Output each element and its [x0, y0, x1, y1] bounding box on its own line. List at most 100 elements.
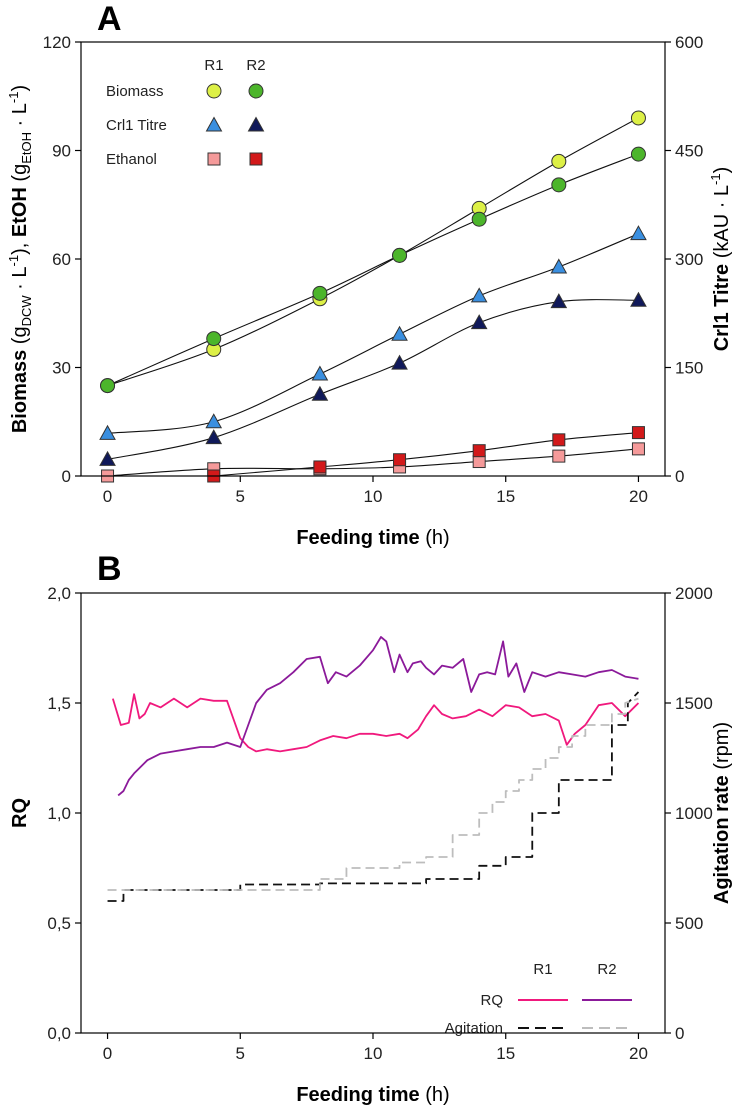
crl1-titre-r1-point	[99, 424, 116, 440]
axis-label-part: (rpm)	[711, 722, 733, 775]
x-tick-label: 10	[364, 487, 383, 506]
x-tick-label: 15	[496, 1044, 515, 1063]
axis-label-part: · L	[9, 103, 31, 132]
axis-label-part: (h)	[425, 527, 449, 549]
axis-label-part: (kAU · L	[711, 185, 733, 264]
legend-label: RQ	[481, 992, 504, 1009]
panel-a-left-axis-label: Biomass (gDCW · L-1), EtOH (gEtOH · L-1)	[6, 85, 34, 433]
biomass-r2-point	[551, 177, 567, 193]
x-tick-label: 0	[103, 487, 112, 506]
panel-a-frame	[80, 41, 666, 477]
x-tick-label: 15	[496, 487, 515, 506]
y-left-tick-label: 0,0	[47, 1024, 71, 1043]
panel-b-letter: B	[97, 550, 122, 588]
panel-a-series	[99, 110, 647, 483]
x-tick-label: 5	[236, 487, 245, 506]
crl1-titre-r2-point	[470, 314, 488, 330]
ethanol-r2-point	[552, 433, 566, 447]
panel-b: B 0 5 10 15 20 0,0 0,5 1,0 1,5 2,0 0 500 1000 1500 200…	[9, 550, 733, 1106]
y-left-tick-label: 60	[52, 250, 71, 269]
panel-b-x-axis-label: Feeding time (h)	[296, 1084, 449, 1106]
legend-header-r2: R2	[246, 57, 265, 74]
y-left-tick-label: 30	[52, 359, 71, 378]
agitation-r1-line	[107, 691, 640, 902]
x-tick-label: 0	[103, 1044, 112, 1063]
axis-label-part: ),	[9, 237, 31, 255]
ethanol-r1-point	[472, 455, 486, 469]
crl1-titre-r1-point	[205, 413, 223, 429]
legend-label: Ethanol	[106, 151, 157, 168]
panel-a-right-axis-label: Crl1 Titre (kAU · L-1)	[708, 167, 733, 352]
legend-biomass-r2-marker	[248, 83, 264, 99]
panel-a-x-axis-label: Feeding time (h)	[296, 527, 449, 549]
y-right-tick-label: 150	[675, 359, 703, 378]
crl1-titre-r2-point	[99, 450, 116, 466]
axis-label-part: Biomass	[9, 350, 31, 433]
y-right-tick-label: 2000	[675, 584, 713, 603]
legend-label: Biomass	[106, 83, 164, 100]
axis-label-part: (g	[9, 326, 31, 349]
y-left-tick-label: 1,5	[47, 694, 71, 713]
legend-crl1-titre-r2-marker	[247, 116, 265, 132]
y-right-tick-label: 300	[675, 250, 703, 269]
biomass-r2-point	[471, 211, 487, 227]
axis-label-part: -1	[708, 173, 723, 185]
axis-label-part: Agitation rate	[711, 775, 733, 904]
y-right-tick-label: 1000	[675, 804, 713, 823]
legend-header-r2: R2	[597, 961, 616, 978]
y-right-tick-label: 0	[675, 467, 684, 486]
legend-crl1-titre-r1-marker	[205, 116, 223, 132]
y-left-tick-label: 1,0	[47, 804, 71, 823]
legend-label: Crl1 Titre	[106, 117, 167, 134]
y-left-tick-label: 2,0	[47, 584, 71, 603]
axis-label-part: DCW	[19, 295, 34, 327]
crl1-titre-r2-point	[205, 429, 223, 445]
ethanol-r2-point	[472, 444, 486, 458]
crl1-titre-r1-point	[391, 325, 408, 341]
biomass-r2-point	[392, 247, 408, 263]
rq-r1-line	[111, 693, 640, 753]
crl1-titre-r1-point	[470, 287, 488, 303]
panel-b-right-axis-label: Agitation rate (rpm)	[711, 722, 733, 904]
y-left-tick-label: 0	[62, 467, 71, 486]
axis-label-part: Crl1 Titre	[711, 264, 733, 351]
panel-b-ticks: 0 5 10 15 20 0,0 0,5 1,0 1,5 2,0 0 500 1000 1500 2000	[47, 584, 712, 1063]
panel-a-ticks: 0 5 10 15 20 0 30 60 90 120 0 150 300 450 600	[43, 33, 704, 506]
panel-b-series	[107, 636, 640, 902]
crl1-titre-r2-point	[391, 354, 408, 370]
x-tick-label: 20	[629, 1044, 648, 1063]
legend-ethanol-r2-marker	[249, 152, 263, 166]
panel-a: A 0 5 10 15 20 0 30 60 90 120 0 150 300 450 600 R1 R2 Bi…	[6, 0, 733, 549]
panel-b-legend: R1 R2 RQ Agitation	[445, 961, 632, 1037]
axis-label-part: · L	[9, 266, 31, 295]
legend-header-r1: R1	[533, 961, 552, 978]
y-right-tick-label: 1500	[675, 694, 713, 713]
axis-label-part: )	[711, 167, 733, 174]
axis-label-part: RQ	[9, 798, 31, 828]
crl1-titre-r2-point	[311, 385, 329, 401]
legend-ethanol-r1-marker	[207, 152, 221, 166]
legend-header-r1: R1	[204, 57, 223, 74]
panel-a-letter: A	[97, 0, 122, 38]
crl1-titre-r1-point	[311, 365, 329, 381]
y-left-tick-label: 120	[43, 33, 71, 52]
legend-biomass-r1-marker	[206, 83, 222, 99]
x-tick-label: 10	[364, 1044, 383, 1063]
axis-label-part: EtOH	[19, 132, 34, 164]
axis-label-part: Feeding time	[296, 527, 425, 549]
ethanol-r2-point	[313, 460, 327, 474]
biomass-r2-point	[206, 331, 222, 347]
biomass-r2-point	[630, 146, 646, 162]
agitation-r2-line	[107, 697, 639, 891]
y-left-tick-label: 90	[52, 142, 71, 161]
y-right-tick-label: 450	[675, 142, 703, 161]
axis-label-part: (g	[9, 164, 31, 187]
ethanol-r1-point	[631, 442, 645, 456]
panel-b-left-axis-label: RQ	[9, 798, 31, 828]
axis-label-part: Feeding time	[296, 1084, 425, 1106]
y-left-tick-label: 0,5	[47, 914, 71, 933]
panel-a-legend: R1 R2 Biomass Crl1 Titre Ethanol	[106, 57, 266, 168]
axis-label-part: -1	[6, 255, 21, 267]
biomass-r2-point	[100, 378, 116, 394]
